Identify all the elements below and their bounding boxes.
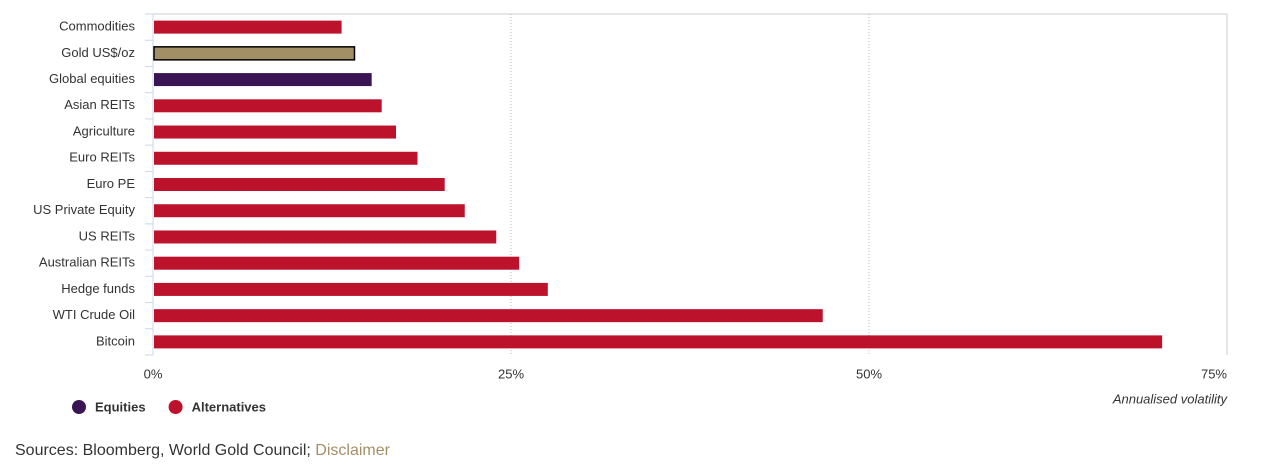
x-tick-label: 0% <box>144 366 163 381</box>
legend-marker <box>72 400 86 414</box>
bar <box>154 20 342 34</box>
bar <box>154 204 465 218</box>
bar <box>154 309 823 323</box>
y-tick-label: Hedge funds <box>61 281 135 296</box>
legend-label: Equities <box>95 399 146 414</box>
source: Sources: Bloomberg, World Gold Council; … <box>15 442 390 460</box>
legend-marker <box>168 400 183 414</box>
y-tick-label: Global equities <box>49 71 135 86</box>
x-tick-label: 75% <box>1201 366 1227 381</box>
chart: Annualised volatility 0% 25% 50% 75% Commodi… <box>33 13 1229 414</box>
x-tick-label: 50% <box>856 366 882 381</box>
y-tick-label: WTI Crude Oil <box>53 307 135 322</box>
y-tick-label: Bitcoin <box>96 333 135 348</box>
y-tick-label: US REITs <box>79 228 136 243</box>
bar <box>154 178 445 191</box>
bar <box>154 256 520 270</box>
bar <box>153 46 356 61</box>
bar <box>154 230 497 244</box>
y-tick-label: Agriculture <box>73 123 135 138</box>
y-tick-label: Euro PE <box>87 176 136 191</box>
x-tick-label: 25% <box>498 366 524 381</box>
bar <box>154 151 418 165</box>
x-axis-label: Annualised volatility <box>1112 391 1229 406</box>
bar <box>154 73 372 87</box>
y-tick-label: Commodities <box>59 19 135 34</box>
disclaimer-link[interactable]: Disclaimer <box>315 442 390 459</box>
y-tick-label: Euro REITs <box>69 150 135 165</box>
source-text: Sources: Bloomberg, World Gold Council; <box>15 442 316 459</box>
bar <box>154 335 1163 349</box>
bar <box>154 282 548 296</box>
bar <box>154 125 397 139</box>
bar <box>154 99 382 113</box>
legend-label: Alternatives <box>192 399 266 414</box>
y-tick-label: Gold US$/oz <box>61 45 135 60</box>
y-tick-label: US Private Equity <box>33 202 135 217</box>
y-tick-label: Australian REITs <box>39 255 136 270</box>
y-tick-label: Asian REITs <box>64 97 135 112</box>
